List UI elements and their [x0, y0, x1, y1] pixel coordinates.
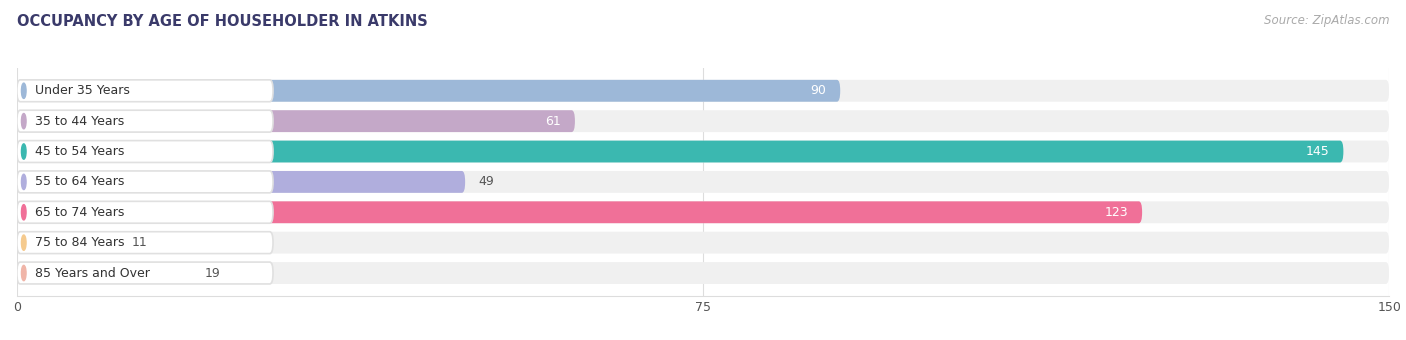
- FancyBboxPatch shape: [17, 201, 273, 223]
- FancyBboxPatch shape: [17, 262, 191, 284]
- Circle shape: [21, 174, 27, 190]
- Text: 123: 123: [1105, 206, 1129, 219]
- Text: 45 to 54 Years: 45 to 54 Years: [35, 145, 125, 158]
- Text: OCCUPANCY BY AGE OF HOUSEHOLDER IN ATKINS: OCCUPANCY BY AGE OF HOUSEHOLDER IN ATKIN…: [17, 14, 427, 29]
- FancyBboxPatch shape: [17, 110, 1389, 132]
- FancyBboxPatch shape: [17, 141, 1343, 163]
- FancyBboxPatch shape: [17, 110, 273, 132]
- Text: Under 35 Years: Under 35 Years: [35, 84, 131, 97]
- FancyBboxPatch shape: [17, 262, 1389, 284]
- FancyBboxPatch shape: [17, 141, 1389, 163]
- Text: 65 to 74 Years: 65 to 74 Years: [35, 206, 125, 219]
- FancyBboxPatch shape: [17, 171, 273, 193]
- Circle shape: [21, 205, 27, 220]
- Circle shape: [21, 235, 27, 250]
- FancyBboxPatch shape: [17, 141, 273, 163]
- FancyBboxPatch shape: [17, 110, 575, 132]
- Text: 11: 11: [131, 236, 148, 249]
- FancyBboxPatch shape: [17, 80, 1389, 102]
- Text: 49: 49: [479, 175, 495, 188]
- FancyBboxPatch shape: [17, 201, 1142, 223]
- FancyBboxPatch shape: [17, 201, 1389, 223]
- Circle shape: [21, 265, 27, 281]
- Text: 19: 19: [204, 267, 221, 279]
- Circle shape: [21, 114, 27, 129]
- FancyBboxPatch shape: [17, 171, 465, 193]
- Circle shape: [21, 83, 27, 99]
- Text: 61: 61: [546, 115, 561, 128]
- Text: 55 to 64 Years: 55 to 64 Years: [35, 175, 125, 188]
- Text: 90: 90: [811, 84, 827, 97]
- FancyBboxPatch shape: [17, 80, 841, 102]
- Circle shape: [21, 144, 27, 159]
- FancyBboxPatch shape: [17, 171, 1389, 193]
- Text: 145: 145: [1306, 145, 1330, 158]
- Text: Source: ZipAtlas.com: Source: ZipAtlas.com: [1264, 14, 1389, 27]
- FancyBboxPatch shape: [17, 262, 273, 284]
- Text: 35 to 44 Years: 35 to 44 Years: [35, 115, 125, 128]
- Text: 75 to 84 Years: 75 to 84 Years: [35, 236, 125, 249]
- FancyBboxPatch shape: [17, 80, 273, 102]
- FancyBboxPatch shape: [17, 232, 273, 254]
- Text: 85 Years and Over: 85 Years and Over: [35, 267, 150, 279]
- FancyBboxPatch shape: [17, 232, 1389, 254]
- FancyBboxPatch shape: [17, 232, 118, 254]
